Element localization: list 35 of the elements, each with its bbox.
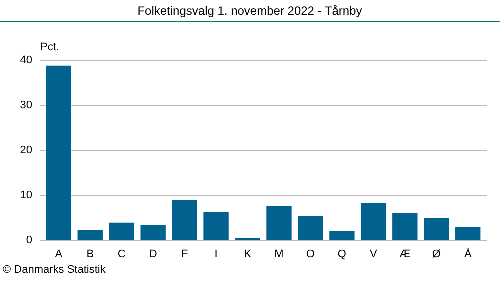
bar <box>46 66 72 240</box>
x-tick-label: B <box>86 248 94 260</box>
bar <box>298 216 324 240</box>
x-tick-label: Q <box>338 248 347 260</box>
x-tick-label: I <box>214 248 218 260</box>
x-tick-label: C <box>118 248 126 260</box>
x-tick-label: K <box>244 248 252 260</box>
chart-title: Folketingsvalg 1. november 2022 - Tårnby <box>136 4 364 18</box>
bar <box>266 206 292 240</box>
x-tick-label: Ø <box>432 248 442 260</box>
y-tick-label: 0 <box>26 234 32 246</box>
x-tick-label: D <box>149 248 158 260</box>
bar <box>392 213 418 240</box>
bar <box>109 222 134 240</box>
y-axis-title: Pct. <box>40 42 60 54</box>
bar <box>424 218 450 240</box>
y-tick-label: 20 <box>20 144 32 156</box>
bar <box>330 231 355 240</box>
y-tick-label: 40 <box>20 54 32 66</box>
y-tick-label: 10 <box>20 190 32 202</box>
x-tick-label: Å <box>464 248 472 260</box>
x-tick-label: Æ <box>400 248 411 260</box>
bar <box>361 203 386 240</box>
y-tick-label: 30 <box>20 100 32 112</box>
bar <box>140 225 166 240</box>
x-tick-label: F <box>181 248 188 260</box>
bar <box>78 230 103 240</box>
bar <box>456 226 481 240</box>
x-tick-label: A <box>55 248 64 260</box>
bar <box>172 200 198 240</box>
x-tick-label: V <box>370 248 378 260</box>
bar <box>204 212 229 240</box>
x-tick-label: M <box>274 248 284 260</box>
text: © Danmarks Statistik <box>3 264 106 276</box>
x-tick-label: O <box>306 248 316 260</box>
